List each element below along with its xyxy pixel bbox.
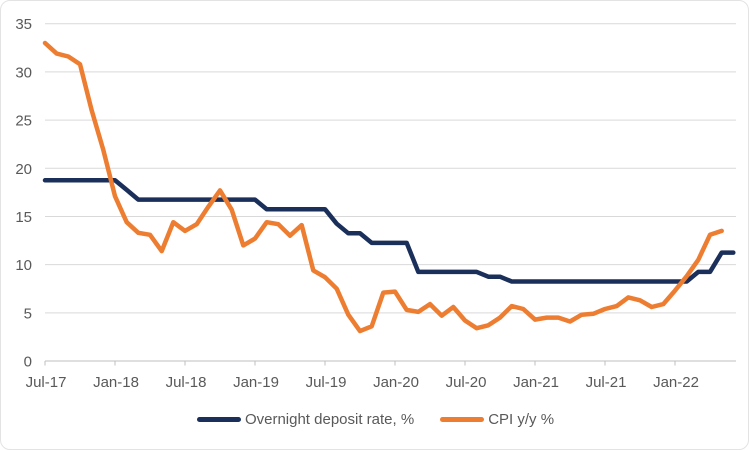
x-axis-tick-label: Jul-20 (446, 374, 487, 391)
y-axis-tick-label: 10 (15, 257, 32, 274)
deposit-rate-line-swatch (196, 417, 241, 422)
cpi-line (42, 40, 724, 334)
legend-label-cpi: CPI y/y % (488, 411, 555, 428)
legend-item-cpi: CPI y/y % (440, 411, 554, 428)
x-axis-tick-label: Jul-17 (26, 374, 67, 391)
x-axis-tick-label: Jan-18 (93, 374, 139, 391)
legend-item-deposit-rate: Overnight deposit rate, % (196, 411, 415, 428)
y-axis-tick-label: 20 (15, 161, 32, 178)
x-axis-tick-label: Jan-20 (373, 374, 419, 391)
x-axis-tick-label: Jul-21 (586, 374, 627, 391)
cpi-line-swatch (440, 417, 485, 422)
y-axis-tick-label: 0 (24, 354, 32, 371)
x-axis-tick-label: Jan-22 (653, 374, 699, 391)
y-axis-tick-label: 30 (15, 64, 32, 81)
x-axis-tick-label: Jul-18 (166, 374, 207, 391)
y-axis-tick-label: 5 (24, 305, 32, 322)
chart-legend: Overnight deposit rate, % CPI y/y % (1, 411, 748, 428)
y-axis-tick-label: 15 (15, 209, 32, 226)
x-axis-tick-label: Jan-21 (513, 374, 559, 391)
deposit-rate-line (42, 178, 736, 284)
x-axis-tick-label: Jan-19 (233, 374, 279, 391)
y-axis-tick-label: 35 (15, 16, 32, 33)
y-axis-tick-label: 25 (15, 113, 32, 130)
legend-label-deposit-rate: Overnight deposit rate, % (244, 411, 415, 428)
x-axis-tick-label: Jul-19 (306, 374, 347, 391)
